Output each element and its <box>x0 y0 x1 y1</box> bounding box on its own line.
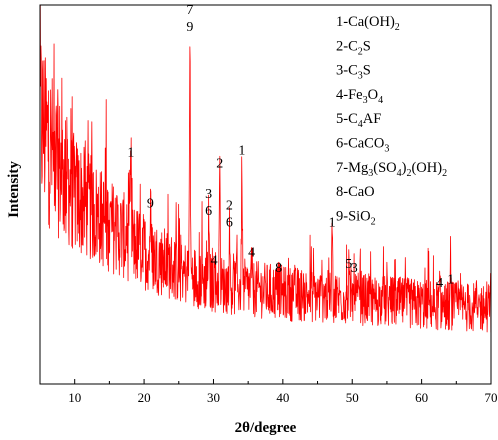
peak-label: 4 <box>248 246 255 261</box>
x-tick-label: 30 <box>207 390 220 405</box>
peak-label: 1 <box>447 272 454 287</box>
peak-label: 9 <box>186 20 193 35</box>
x-tick-label: 70 <box>485 390 498 405</box>
legend-entry: 6-CaCO3 <box>336 136 389 155</box>
peak-label: 9 <box>147 196 154 211</box>
legend-entry: 9-SiO2 <box>336 208 376 227</box>
x-tick-label: 40 <box>276 390 289 405</box>
peak-label: 5 <box>345 257 352 272</box>
x-axis-title: 2θ/degree <box>235 420 297 436</box>
legend-entry: 8-CaO <box>336 184 375 200</box>
legend-entry: 1-Ca(OH)2 <box>336 14 400 33</box>
peak-label: 6 <box>205 204 212 219</box>
legend-entry: 5-C4AF <box>336 111 381 130</box>
legend-entry: 3-C3S <box>336 63 371 82</box>
peak-label: 3 <box>351 261 358 276</box>
peak-label: 4 <box>211 253 218 268</box>
peak-label: 4 <box>436 276 443 291</box>
peak-label: 6 <box>226 215 233 230</box>
plot-frame <box>39 4 492 385</box>
legend-entry: 4-Fe3O4 <box>336 87 383 106</box>
peak-label: 2 <box>216 157 223 172</box>
plot-area <box>39 4 492 333</box>
x-tick-label: 10 <box>68 390 81 405</box>
x-tick-label: 20 <box>138 390 151 405</box>
axes: 10 20 30 40 50 60 70 <box>39 4 498 405</box>
peak-label: 8 <box>275 261 282 276</box>
peak-label: 1 <box>127 145 134 160</box>
peak-label: 3 <box>205 187 212 202</box>
peak-label: 1 <box>238 143 245 158</box>
legend-entry: 2-C2S <box>336 38 371 57</box>
xrd-series-line <box>39 4 492 333</box>
peak-label: 1 <box>329 215 336 230</box>
x-tick-label: 50 <box>346 390 359 405</box>
y-axis-title: Intensity <box>6 161 22 218</box>
legend: 1-Ca(OH)2 2-C2S 3-C3S 4-Fe3O4 5-C4AF 6-CaCO3 7… <box>336 14 447 227</box>
legend-entry: 7-Mg3(SO4)2(OH)2 <box>336 160 447 179</box>
peak-label: 7 <box>186 3 193 18</box>
x-tick-label: 60 <box>415 390 428 405</box>
peak-label: 2 <box>226 198 233 213</box>
